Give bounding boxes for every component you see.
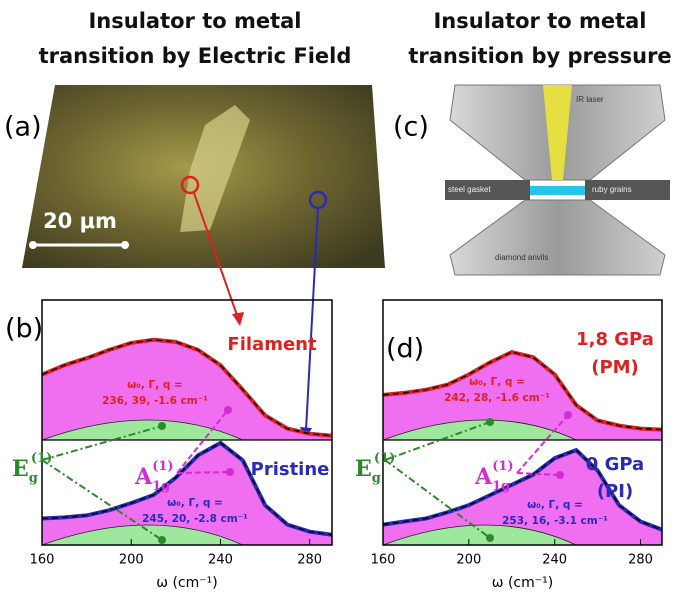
eg-label: Eg (1) [355,451,395,486]
gasket [585,180,670,200]
fit-label: 245, 20, -2.8 cm⁻¹ [142,513,248,525]
eg-base: E [12,456,29,482]
eg-sub: g [372,471,381,486]
panel-label: (b) [5,314,43,345]
probe-filament [180,175,200,195]
series-phase: (PI) [597,481,633,502]
fit-label: 242, 28, -1.6 cm⁻¹ [444,392,550,404]
x-tick-label: 160 [30,553,55,568]
eg-base: E [355,456,372,482]
sample [530,186,585,195]
fit-line [383,449,662,531]
x-tick-label: 280 [297,553,322,568]
x-tick-label: 200 [456,553,481,568]
a1g-pointer [516,472,561,476]
x-tick-label: 240 [542,553,567,568]
heading: Insulator to metal [88,9,301,33]
eg-pointer [384,421,491,461]
spectrum [383,349,662,432]
eg-component [383,524,577,545]
a1g-dot [564,411,572,419]
scale-bar-end [29,241,37,249]
diagram-label: ruby grains [592,185,632,194]
x-tick-label: 240 [208,553,233,568]
pointer [305,207,319,431]
plot-frame [41,299,333,546]
x-axis-label: ω (cm⁻¹) [492,575,553,591]
eg-dot [486,418,494,426]
diagram-label: steel gasket [448,185,491,194]
anvil [449,199,666,276]
series-label: Filament [227,334,317,355]
diagram-label: IR laser [576,95,604,104]
eg-pointer [384,459,491,539]
fit-label: ω₀, Γ, q = [127,379,183,391]
series-phase: (PM) [591,357,639,378]
eg-component [42,524,243,545]
x-axis-label: ω (cm⁻¹) [156,575,217,591]
eg-sup: (1) [374,451,395,466]
eg-pointer [41,459,163,541]
fit-line [42,339,332,437]
eg-pointer [41,425,163,461]
fit-label: 253, 16, -3.1 cm⁻¹ [502,515,608,527]
a1g-dot [226,468,234,476]
x-tick-label: 160 [371,553,396,568]
arrow-head [232,312,244,326]
series-label: 1,8 GPa [576,329,654,350]
eg-dot [486,534,494,542]
a1g-sup: (1) [152,459,173,474]
fit-label: ω₀, Γ, q = [167,497,223,509]
fit-label: 236, 39, -1.6 cm⁻¹ [102,395,208,407]
plot-frame [382,299,663,546]
eg-component [42,419,243,441]
eg-label: Eg (1) [12,451,52,486]
a1g-base: A [134,464,153,490]
panel-label: (c) [393,112,429,143]
a1g-sup: (1) [492,459,513,474]
panel-label: (a) [4,112,42,143]
eg-sup: (1) [31,451,52,466]
a1g-base: A [474,464,493,490]
heading: Insulator to metal [433,9,646,33]
fit-label: ω₀, Γ, q = [527,499,583,511]
eg-dot [158,536,166,544]
a1g-sub: 1g [492,479,510,494]
pointer [193,192,239,319]
a1g-dot [556,471,564,479]
gasket [445,180,530,200]
x-tick-label: 200 [119,553,144,568]
diagram-label: diamond anvils [495,253,548,262]
eg-dot [158,422,166,430]
a1g-pointer [176,409,229,474]
a1g-label: A1g (1) [474,459,514,494]
a1g-pointer [516,414,569,474]
fit-line [42,442,332,536]
fit-label: ω₀, Γ, q = [469,376,525,388]
a1g-label: A1g (1) [134,459,174,494]
series-label: Pristine [251,459,330,480]
x-tick-label: 280 [628,553,653,568]
heading: transition by pressure [408,44,671,68]
heading: transition by Electric Field [39,44,352,68]
panel-label: (d) [386,334,424,365]
a1g-dot [224,406,232,414]
laser [543,85,572,180]
series-label: 0 GPa [586,454,644,475]
scale-label: 20 μm [43,209,117,233]
eg-sub: g [29,471,38,486]
scale-bar-end [121,241,129,249]
a1g-sub: 1g [152,479,170,494]
